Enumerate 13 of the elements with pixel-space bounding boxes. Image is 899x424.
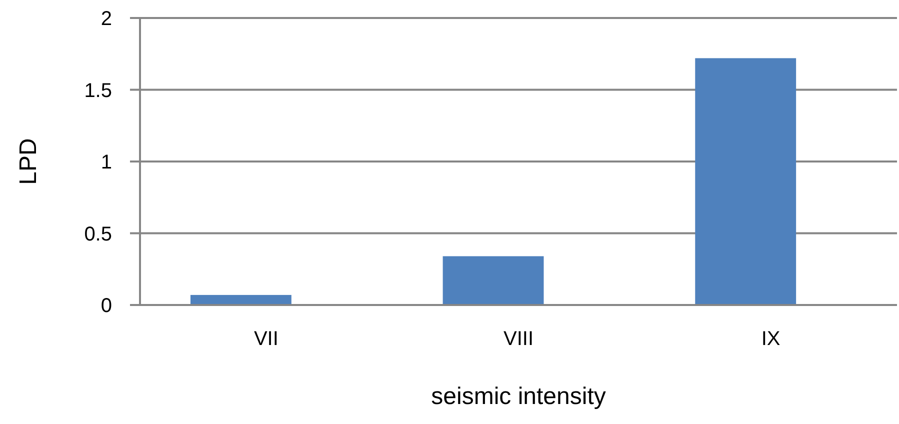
- y-tick-label: 1.5: [84, 80, 112, 102]
- x-tick-label: VIII: [503, 328, 534, 350]
- bar: [442, 256, 544, 305]
- bar: [190, 294, 292, 305]
- y-tick-label: 0.5: [84, 223, 112, 246]
- y-axis-title: LPD: [15, 138, 42, 185]
- x-tick-label: VII: [254, 328, 278, 350]
- x-axis-title: seismic intensity: [431, 383, 606, 410]
- x-tick-label: IX: [761, 328, 780, 350]
- y-tick-label: 2: [100, 8, 112, 30]
- bar: [695, 58, 796, 305]
- y-tick-label: 0: [100, 295, 112, 317]
- y-tick-label: 1: [100, 152, 112, 174]
